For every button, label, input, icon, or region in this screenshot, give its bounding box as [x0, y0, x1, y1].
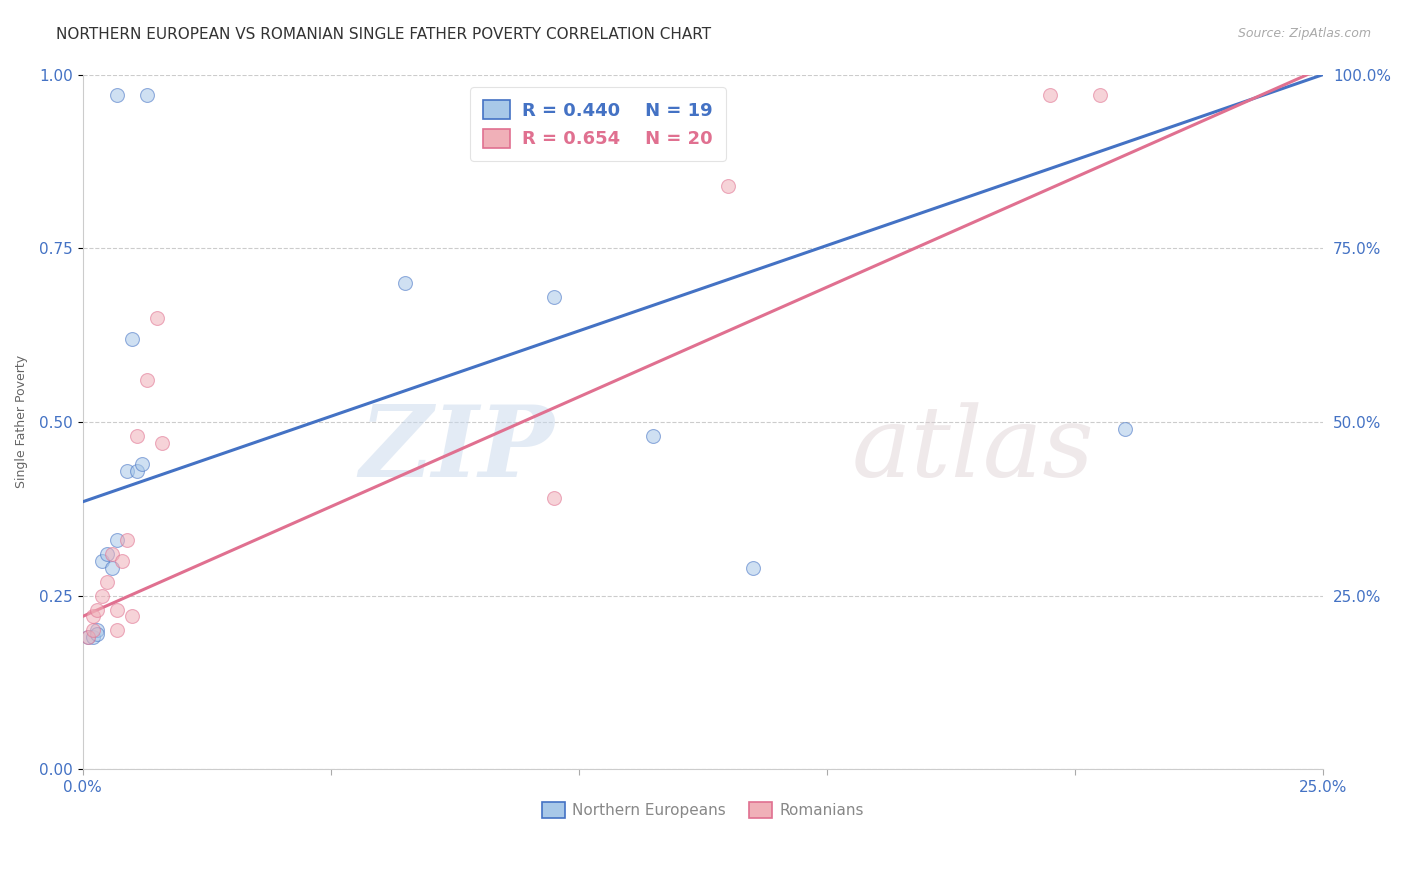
Point: [101, 561, 124, 575]
Point: [127, 464, 149, 478]
Point: [1114, 422, 1136, 436]
Point: [105, 533, 128, 547]
Point: [76, 630, 98, 644]
Text: NORTHERN EUROPEAN VS ROMANIAN SINGLE FATHER POVERTY CORRELATION CHART: NORTHERN EUROPEAN VS ROMANIAN SINGLE FAT…: [56, 27, 711, 42]
Point: [121, 332, 143, 346]
Point: [741, 561, 763, 575]
Point: [150, 435, 173, 450]
Point: [643, 429, 665, 443]
Point: [1088, 88, 1111, 103]
Point: [91, 589, 114, 603]
Point: [101, 547, 124, 561]
Point: [717, 178, 740, 193]
Text: ZIP: ZIP: [359, 401, 554, 498]
Point: [105, 602, 128, 616]
Point: [117, 533, 139, 547]
Point: [136, 88, 159, 103]
Point: [117, 464, 139, 478]
Point: [127, 429, 149, 443]
Point: [96, 547, 118, 561]
Point: [82, 630, 104, 644]
Point: [394, 276, 416, 290]
Point: [96, 574, 118, 589]
Legend: Northern Europeans, Romanians: Northern Europeans, Romanians: [536, 796, 870, 824]
Point: [82, 624, 104, 638]
Point: [136, 373, 159, 387]
Point: [543, 491, 565, 506]
Point: [86, 627, 108, 641]
Text: Source: ZipAtlas.com: Source: ZipAtlas.com: [1237, 27, 1371, 40]
Point: [131, 457, 153, 471]
Y-axis label: Single Father Poverty: Single Father Poverty: [15, 355, 28, 489]
Point: [105, 624, 128, 638]
Point: [111, 554, 134, 568]
Point: [105, 88, 128, 103]
Point: [1039, 88, 1062, 103]
Text: atlas: atlas: [852, 402, 1094, 498]
Point: [86, 602, 108, 616]
Point: [86, 624, 108, 638]
Point: [82, 609, 104, 624]
Point: [543, 290, 565, 304]
Point: [91, 554, 114, 568]
Point: [121, 609, 143, 624]
Point: [146, 310, 169, 325]
Point: [76, 630, 98, 644]
